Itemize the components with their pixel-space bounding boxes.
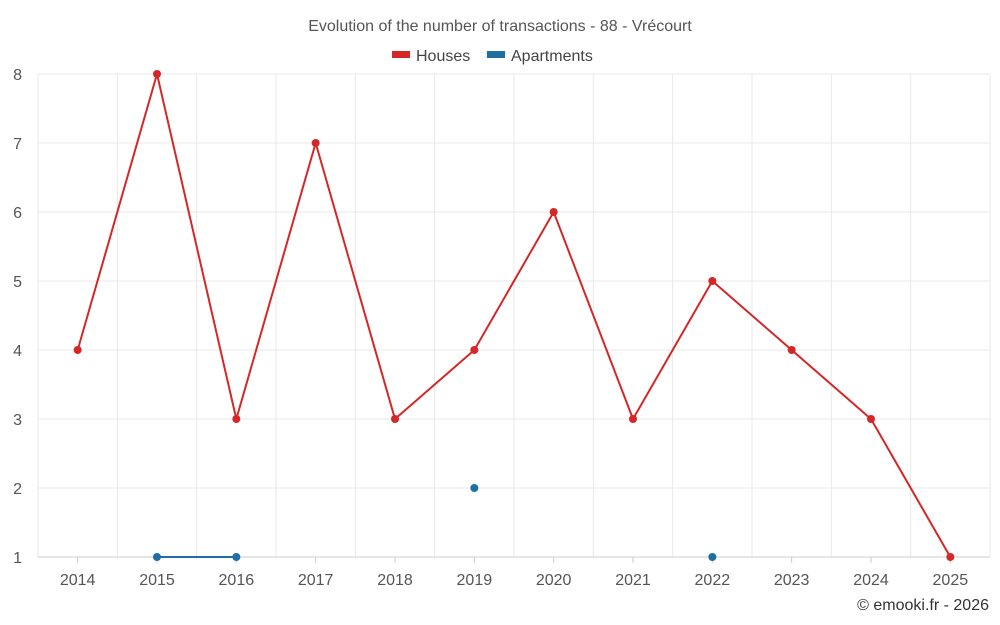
data-point-houses[interactable]	[232, 415, 241, 423]
data-point-apartments[interactable]	[708, 553, 717, 561]
x-tick-label: 2024	[853, 572, 889, 589]
series-points[interactable]	[73, 70, 955, 561]
x-tick-label: 2018	[377, 572, 413, 589]
data-point-apartments[interactable]	[153, 553, 161, 561]
data-point-houses[interactable]	[311, 139, 320, 147]
legend[interactable]: Houses Apartments	[392, 48, 593, 65]
data-point-houses[interactable]	[73, 346, 82, 354]
legend-label-apartments[interactable]: Apartments	[511, 48, 593, 65]
series-line-houses	[76, 73, 952, 558]
y-tick-label: 8	[13, 67, 22, 84]
y-tick-label: 5	[13, 274, 22, 291]
x-tick-label: 2023	[774, 572, 810, 589]
legend-label-houses[interactable]: Houses	[416, 48, 470, 65]
x-tick-label: 2014	[60, 572, 96, 589]
series-lines	[76, 73, 952, 558]
x-tick-label: 2017	[298, 572, 334, 589]
data-point-houses[interactable]	[391, 415, 399, 423]
x-tick-label: 2016	[219, 572, 255, 589]
y-tick-label: 1	[13, 550, 22, 567]
data-point-houses[interactable]	[153, 70, 161, 78]
x-tick-label: 2019	[457, 572, 493, 589]
x-tick-label: 2022	[695, 572, 731, 589]
data-point-houses[interactable]	[629, 415, 637, 423]
data-point-houses[interactable]	[867, 415, 875, 423]
data-point-apartments[interactable]	[470, 484, 479, 492]
x-tick-label: 2021	[615, 572, 651, 589]
data-point-houses[interactable]	[708, 277, 717, 285]
legend-swatch-apartments	[487, 51, 505, 58]
data-point-apartments[interactable]	[232, 553, 241, 561]
x-tick-label: 2020	[536, 572, 572, 589]
data-point-houses[interactable]	[787, 346, 796, 354]
x-tick-label: 2025	[933, 572, 969, 589]
legend-swatch-houses	[392, 51, 410, 58]
y-tick-label: 4	[13, 343, 22, 360]
chart-title: Evolution of the number of transactions …	[308, 18, 692, 35]
x-axis-ticks: 2014 2015 2016 2017 2018 2019 2020 2021 2022 2023…	[60, 572, 968, 589]
y-tick-label: 3	[13, 412, 22, 429]
gridlines	[37, 73, 991, 557]
credit-text: © emooki.fr - 2026	[857, 597, 989, 614]
data-point-houses[interactable]	[549, 208, 558, 216]
y-tick-label: 7	[13, 136, 22, 153]
y-tick-label: 6	[13, 205, 22, 222]
data-point-houses[interactable]	[946, 553, 955, 561]
y-tick-label: 2	[13, 481, 22, 498]
y-axis-ticks: 1 2 3 4 5 6 7 8	[13, 67, 22, 567]
x-tick-label: 2015	[139, 572, 175, 589]
data-point-houses[interactable]	[470, 346, 479, 354]
